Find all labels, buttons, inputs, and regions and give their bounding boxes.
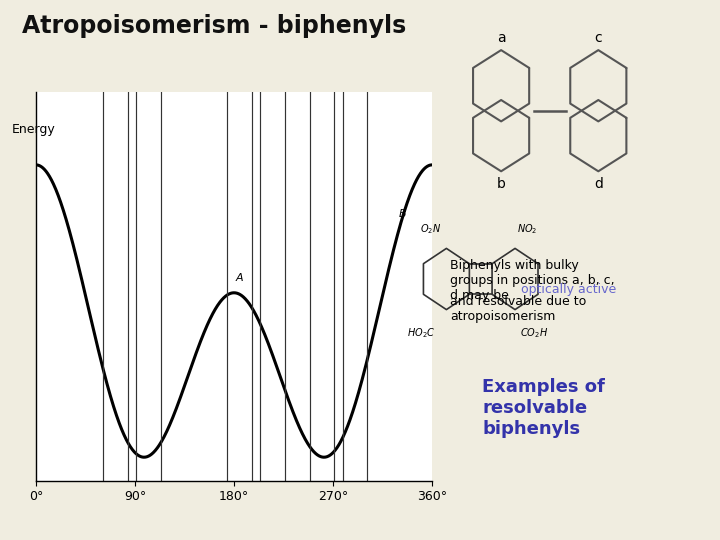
Text: $HO_2C$: $HO_2C$ [408, 326, 436, 340]
Text: B: B [398, 210, 406, 219]
Text: Atropoisomerism - biphenyls: Atropoisomerism - biphenyls [22, 14, 406, 37]
Text: Biphenyls with bulky
groups in positions a, b, c,
d may be: Biphenyls with bulky groups in positions… [450, 259, 615, 302]
Text: b: b [497, 177, 505, 191]
Text: and resolvable due to
atropoisomerism: and resolvable due to atropoisomerism [450, 295, 586, 323]
Text: $CO_2H$: $CO_2H$ [520, 326, 548, 340]
Text: $O_2N$: $O_2N$ [420, 222, 441, 236]
Text: c: c [595, 31, 602, 45]
Text: Examples of
resolvable
biphenyls: Examples of resolvable biphenyls [482, 378, 606, 437]
Text: a: a [497, 31, 505, 45]
Text: $NO_2$: $NO_2$ [517, 222, 538, 236]
Text: d: d [594, 177, 603, 191]
Text: Energy: Energy [12, 123, 56, 136]
Text: optically active: optically active [521, 283, 616, 296]
Text: A: A [235, 273, 243, 283]
